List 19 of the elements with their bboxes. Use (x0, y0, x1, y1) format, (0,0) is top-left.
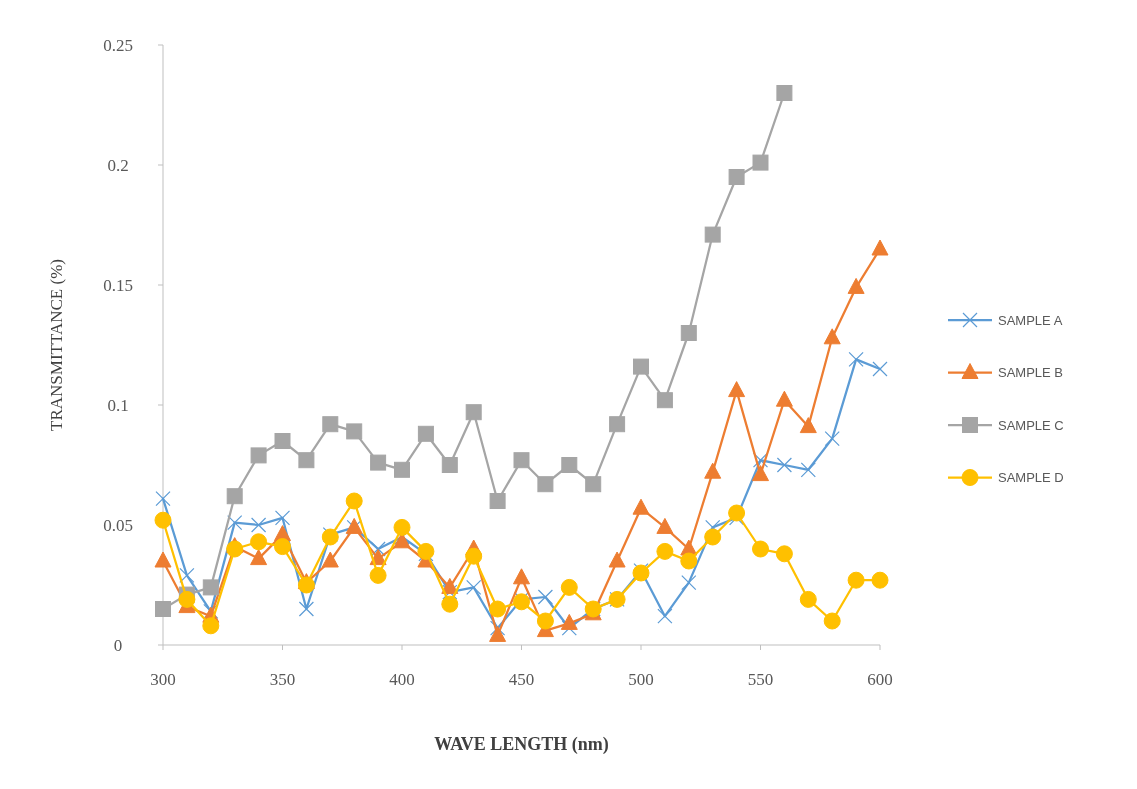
y-axis-title: TRANSMITTANCE (%) (47, 259, 66, 431)
x-tick-label: 550 (747, 670, 774, 689)
x-axis-title: WAVE LENGTH (nm) (434, 734, 609, 755)
x-tick-label: 450 (508, 670, 535, 689)
x-tick-label: 400 (389, 670, 415, 689)
y-tick-label: 0.05 (103, 515, 133, 535)
y-tick-label: 0 (113, 635, 123, 655)
legend-label: SAMPLE C (998, 417, 1064, 433)
legend-label: SAMPLE A (998, 312, 1063, 328)
y-tick-label: 0.25 (103, 35, 133, 55)
x-tick-label: 500 (628, 670, 654, 689)
x-tick-label: 350 (269, 670, 296, 689)
x-tick-label: 300 (150, 670, 176, 689)
y-tick-label: 0.2 (107, 155, 129, 175)
legend-label: SAMPLE D (998, 470, 1064, 486)
legend-label: SAMPLE B (998, 365, 1064, 381)
x-tick-label: 600 (867, 670, 893, 689)
y-tick-label: 0.1 (107, 395, 129, 415)
y-tick-label: 0.15 (103, 275, 133, 295)
